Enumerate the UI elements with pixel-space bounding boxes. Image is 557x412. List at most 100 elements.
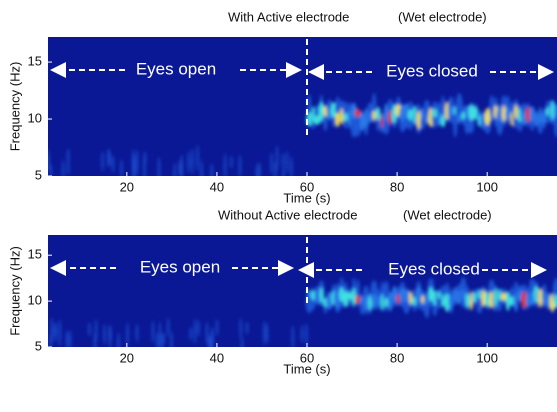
- texture: [514, 292, 518, 310]
- texture: [441, 294, 444, 307]
- texture: [505, 107, 510, 121]
- texture: [167, 318, 170, 337]
- texture: [194, 319, 197, 344]
- texture: [189, 327, 192, 341]
- annotation: Eyes open: [136, 59, 216, 78]
- y-tick-label: 10: [28, 110, 42, 125]
- texture: [151, 320, 154, 343]
- texture: [347, 292, 352, 300]
- texture: [158, 321, 161, 347]
- y-tick-label: 5: [35, 167, 42, 182]
- texture: [276, 145, 279, 171]
- annotation: Eyes open: [140, 257, 220, 276]
- texture: [352, 288, 357, 306]
- chart-title: Without Active electrode: [218, 207, 357, 222]
- texture: [62, 160, 65, 181]
- texture: [368, 111, 371, 122]
- texture: [162, 332, 165, 345]
- y-axis-label: Frequency (Hz): [7, 246, 22, 336]
- texture: [58, 319, 61, 347]
- x-tick-label: 80: [390, 350, 404, 365]
- texture: [230, 156, 233, 169]
- texture: [47, 156, 50, 172]
- y-tick-label: 5: [35, 338, 42, 353]
- texture: [216, 319, 219, 336]
- texture: [93, 332, 96, 360]
- chart-subtitle: (Wet electrode): [403, 207, 492, 222]
- x-axis-label: Time (s): [283, 361, 330, 376]
- annotation: Eyes closed: [388, 259, 480, 278]
- x-axis-label: Time (s): [283, 190, 330, 205]
- texture: [170, 331, 173, 351]
- texture: [241, 337, 244, 354]
- texture: [67, 148, 70, 164]
- texture: [256, 163, 259, 183]
- texture: [112, 155, 115, 173]
- texture: [266, 323, 269, 344]
- texture: [173, 163, 176, 190]
- texture: [197, 320, 200, 337]
- texture: [132, 156, 135, 181]
- texture: [539, 107, 542, 125]
- texture: [305, 323, 308, 347]
- texture: [465, 293, 469, 308]
- texture: [224, 153, 227, 180]
- texture: [462, 289, 465, 300]
- texture: [372, 110, 375, 121]
- texture: [263, 321, 266, 346]
- texture: [200, 160, 203, 187]
- texture: [136, 149, 139, 176]
- texture: [270, 152, 273, 174]
- texture: [291, 325, 294, 350]
- texture: [282, 153, 285, 169]
- texture: [437, 111, 441, 126]
- texture: [191, 148, 194, 174]
- panel: 2040608010051015Time (s)Frequency (Hz)Wi…: [7, 207, 557, 376]
- y-tick-label: 15: [28, 54, 42, 69]
- plot-background: [48, 37, 557, 176]
- texture: [238, 155, 241, 178]
- x-tick-label: 20: [120, 179, 134, 194]
- texture: [336, 289, 340, 309]
- texture: [343, 290, 348, 307]
- panel: 2040608010051015Time (s)Frequency (Hz)Wi…: [7, 9, 557, 205]
- texture: [490, 111, 493, 121]
- chart-title: With Active electrode: [228, 9, 349, 24]
- texture: [88, 322, 91, 337]
- texture: [377, 296, 380, 307]
- y-axis-label: Frequency (Hz): [7, 62, 22, 152]
- texture: [239, 318, 242, 339]
- texture: [54, 323, 57, 337]
- texture: [101, 151, 104, 172]
- texture: [157, 157, 160, 184]
- texture: [312, 106, 315, 123]
- texture: [320, 287, 324, 303]
- texture: [355, 109, 361, 117]
- x-tick-label: 80: [390, 179, 404, 194]
- x-tick-label: 40: [210, 350, 224, 365]
- texture: [290, 156, 293, 179]
- texture: [364, 295, 368, 310]
- x-tick-label: 100: [476, 179, 498, 194]
- texture: [187, 151, 190, 173]
- texture: [246, 321, 249, 334]
- figure: 2040608010051015Time (s)Frequency (Hz)Wi…: [0, 0, 557, 412]
- texture: [543, 291, 546, 307]
- y-tick-label: 10: [28, 293, 42, 308]
- texture: [143, 151, 146, 165]
- texture: [384, 297, 388, 307]
- texture: [409, 291, 412, 305]
- texture: [180, 154, 183, 177]
- texture: [69, 330, 72, 352]
- texture: [494, 288, 498, 307]
- x-tick-label: 20: [120, 350, 134, 365]
- texture: [196, 144, 199, 171]
- texture: [286, 151, 289, 173]
- texture: [109, 326, 112, 342]
- texture: [392, 286, 397, 303]
- x-tick-label: 100: [476, 350, 498, 365]
- texture: [301, 325, 304, 343]
- texture: [49, 334, 52, 356]
- y-tick-label: 15: [28, 247, 42, 262]
- texture: [335, 112, 339, 127]
